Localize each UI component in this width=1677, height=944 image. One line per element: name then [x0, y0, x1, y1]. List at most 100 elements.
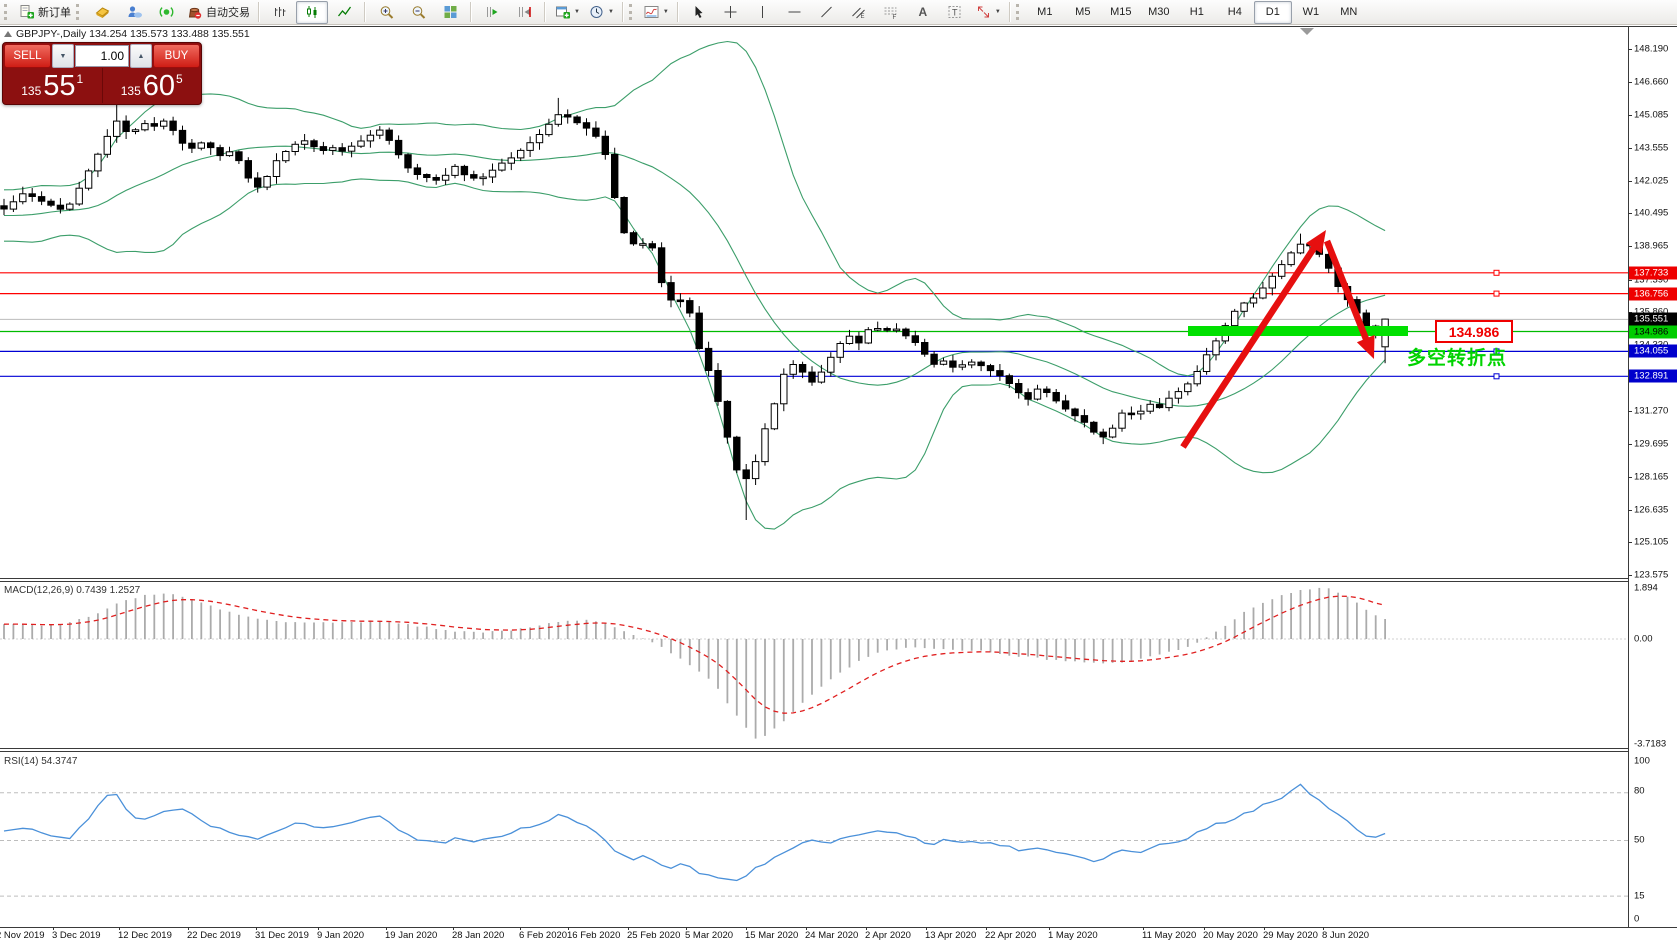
- candle: [56, 204, 65, 210]
- candle: [19, 193, 27, 203]
- date-tick: [53, 927, 54, 930]
- arrows-button[interactable]: ▼: [971, 1, 1005, 24]
- trend-up-arrowhead[interactable]: [1306, 230, 1326, 254]
- turning-point-annotation[interactable]: 多空转折点: [1407, 348, 1508, 369]
- new-order-button[interactable]: 新订单: [14, 1, 75, 24]
- timeframe-m5[interactable]: M5: [1075, 6, 1091, 18]
- chart-candles-button[interactable]: [296, 0, 328, 24]
- text-button[interactable]: A: [907, 1, 939, 24]
- horizontal-line-button[interactable]: [779, 1, 811, 24]
- vertical-line-button[interactable]: [747, 1, 779, 24]
- trend-down-arrow[interactable]: [1323, 239, 1370, 341]
- macd-axis-label: 1.894: [1634, 582, 1658, 594]
- pane-separator-2b[interactable]: [0, 751, 1628, 752]
- autotrade-button[interactable]: 自动交易: [182, 1, 254, 24]
- candle: [798, 364, 807, 373]
- candle: [874, 328, 882, 331]
- timeframe-m30[interactable]: M30: [1148, 6, 1170, 18]
- volume-increase-button[interactable]: ▲: [130, 44, 152, 68]
- pane-separator-1b[interactable]: [0, 581, 1628, 582]
- text-label-button[interactable]: T: [939, 1, 971, 24]
- spinner-down-icon: ▼: [59, 52, 67, 60]
- price-tick-label: 146.660: [1634, 76, 1669, 88]
- timeframe-mn[interactable]: MN: [1340, 6, 1358, 18]
- candle: [695, 312, 703, 350]
- auto-scroll-button[interactable]: [476, 1, 508, 24]
- date-tick: [686, 927, 687, 930]
- price-badge: 136.756: [1629, 287, 1677, 301]
- support-zone-bar[interactable]: [1188, 326, 1408, 336]
- timeframe-d1[interactable]: D1: [1253, 0, 1292, 24]
- trend-down-arrowhead[interactable]: [1356, 335, 1375, 359]
- timeframe-h4[interactable]: H4: [1227, 6, 1242, 18]
- buy-button[interactable]: BUY: [153, 44, 200, 68]
- price-tick-label: 145.085: [1634, 109, 1669, 121]
- signals-button[interactable]: [150, 1, 182, 24]
- cursor-button[interactable]: [683, 1, 715, 24]
- chart-bars-button[interactable]: [264, 1, 296, 24]
- candle: [470, 174, 478, 179]
- community-icon: [128, 6, 142, 18]
- volume-decrease-button[interactable]: ▼: [52, 44, 74, 68]
- candle: [930, 353, 938, 365]
- date-label: 2 Nov 2019: [0, 930, 45, 941]
- timeframe-w1[interactable]: W1: [1302, 6, 1320, 18]
- date-label: 11 May 2020: [1142, 930, 1197, 941]
- timeframe-h1[interactable]: H1: [1189, 6, 1204, 18]
- rsi-pane-canvas[interactable]: [0, 752, 1628, 927]
- date-label: 3 Dec 2019: [52, 930, 101, 941]
- line-handle[interactable]: [1493, 373, 1500, 380]
- line-handle[interactable]: [1493, 269, 1500, 276]
- timeframe-m1[interactable]: M1: [1037, 6, 1053, 18]
- candle: [272, 160, 281, 177]
- svg-text:A: A: [919, 5, 928, 19]
- candle: [141, 123, 149, 131]
- volume-input[interactable]: [75, 45, 129, 67]
- svg-text:F: F: [893, 15, 897, 20]
- candle: [564, 114, 572, 118]
- new-chart-button[interactable]: ▼: [550, 1, 584, 24]
- line-handle[interactable]: [1493, 290, 1500, 297]
- rsi-axis-label: 100: [1634, 755, 1650, 767]
- indicators-button[interactable]: ▼: [639, 1, 673, 24]
- buy-price[interactable]: 135 60 5: [103, 68, 202, 103]
- chart-shift-button[interactable]: [508, 1, 540, 24]
- macd-pane-canvas[interactable]: [0, 582, 1628, 748]
- vertical-line-icon: [762, 6, 764, 18]
- tile-windows-button[interactable]: [434, 1, 466, 24]
- line-handle[interactable]: [1493, 348, 1500, 355]
- candle: [939, 360, 948, 365]
- sell-price[interactable]: 135 55 1: [3, 68, 102, 103]
- rsi-axis-label: 0: [1634, 913, 1640, 925]
- timeframe-m15[interactable]: M15: [1110, 6, 1132, 18]
- candle: [376, 129, 384, 136]
- crosshair-button[interactable]: [715, 1, 747, 24]
- community-button[interactable]: [118, 1, 150, 24]
- trend-up-arrow[interactable]: [1180, 246, 1317, 449]
- sell-button[interactable]: SELL: [4, 44, 51, 68]
- candle: [1287, 252, 1295, 266]
- zoom-out-button[interactable]: [402, 1, 434, 24]
- fibonacci-button[interactable]: F: [875, 1, 907, 24]
- candle: [103, 135, 111, 155]
- main-chart-canvas[interactable]: [0, 26, 1628, 578]
- zoom-in-button[interactable]: [370, 1, 402, 24]
- toolbar-grip: [4, 4, 10, 20]
- candle: [1071, 408, 1079, 417]
- date-tick: [866, 927, 867, 930]
- periods-button[interactable]: ▼: [584, 1, 618, 24]
- trendline-button[interactable]: [811, 1, 843, 24]
- one-click-trading-panel: SELL ▼ ▲ BUY 135 55 1 135 60 5: [2, 42, 202, 105]
- candle: [620, 197, 628, 234]
- candle: [958, 364, 966, 368]
- profiles-button[interactable]: [86, 1, 118, 24]
- crosshair-icon: [724, 6, 737, 18]
- price-annotation-label[interactable]: 134.986: [1435, 320, 1513, 343]
- pane-separator-2a[interactable]: [0, 748, 1628, 749]
- chart-line-button[interactable]: [328, 1, 360, 24]
- autotrade-label: 自动交易: [206, 7, 250, 19]
- candle: [188, 142, 196, 149]
- equidistant-channel-button[interactable]: E: [843, 1, 875, 24]
- pane-separator-1a[interactable]: [0, 578, 1628, 579]
- candle: [1212, 340, 1220, 356]
